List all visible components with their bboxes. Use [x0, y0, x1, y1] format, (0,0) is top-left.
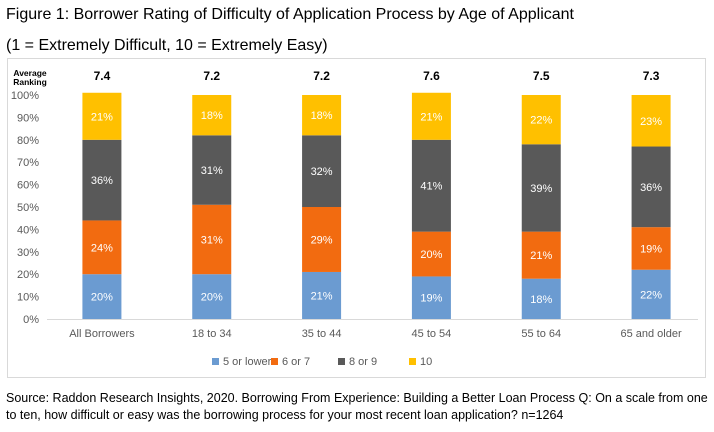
data-label: 22%	[530, 115, 552, 127]
data-label: 36%	[91, 175, 113, 187]
y-tick-label: 90%	[17, 112, 39, 124]
data-label: 21%	[530, 250, 552, 262]
x-tick-label: 18 to 34	[192, 328, 232, 340]
average-ranking-value: 7.4	[94, 69, 111, 83]
bar-segment	[631, 227, 671, 270]
bar-segment	[192, 135, 232, 205]
legend-swatch	[212, 358, 219, 365]
data-label: 32%	[311, 166, 333, 178]
legend-label: 8 or 9	[349, 356, 377, 368]
bar-segment	[521, 144, 561, 232]
x-tick-label: 55 to 64	[521, 328, 561, 340]
data-label: 23%	[640, 116, 662, 128]
data-label: 21%	[420, 111, 442, 123]
data-label: 29%	[311, 234, 333, 246]
y-tick-label: 30%	[17, 247, 39, 259]
bar-segment	[82, 139, 122, 221]
bar-segment	[192, 95, 232, 136]
chart-title: Figure 1: Borrower Rating of Difficulty …	[6, 6, 574, 23]
data-label: 39%	[530, 183, 552, 195]
data-label: 20%	[91, 292, 113, 304]
bar-segment	[521, 95, 561, 145]
x-tick-label: All Borrowers	[69, 328, 135, 340]
legend-label: 5 or lower	[223, 356, 272, 368]
chart-frame	[7, 58, 706, 378]
data-label: 41%	[420, 181, 442, 193]
bar-segment	[411, 139, 451, 232]
average-ranking-value: 7.2	[203, 69, 220, 83]
data-label: 18%	[530, 294, 552, 306]
legend-swatch	[338, 358, 345, 365]
average-ranking-value: 7.6	[423, 69, 440, 83]
data-label: 31%	[201, 234, 223, 246]
y-tick-label: 50%	[17, 202, 39, 214]
bar-segment	[521, 231, 561, 279]
y-tick-label: 20%	[17, 269, 39, 281]
data-label: 24%	[91, 242, 113, 254]
ranking-header-line2: Ranking	[13, 77, 47, 87]
bar-segment	[411, 92, 451, 140]
y-tick-label: 10%	[17, 292, 39, 304]
legend-swatch	[271, 358, 278, 365]
data-label: 21%	[91, 111, 113, 123]
bar-segment	[82, 220, 122, 275]
data-label: 31%	[201, 165, 223, 177]
source-note: Source: Raddon Research Insights, 2020. …	[6, 391, 708, 422]
y-tick-label: 0%	[23, 314, 39, 326]
data-label: 19%	[640, 243, 662, 255]
bar-segment	[302, 271, 342, 319]
x-tick-label: 35 to 44	[302, 328, 342, 340]
data-label: 18%	[311, 110, 333, 122]
data-label: 21%	[311, 290, 333, 302]
legend-label: 6 or 7	[282, 356, 310, 368]
bar-segment	[82, 92, 122, 140]
legend-swatch	[409, 358, 416, 365]
bar-segment	[192, 204, 232, 275]
bar-segment	[521, 278, 561, 319]
y-tick-label: 70%	[17, 157, 39, 169]
chart-subtitle: (1 = Extremely Difficult, 10 = Extremely…	[6, 37, 328, 54]
legend-label: 10	[420, 356, 432, 368]
average-ranking-value: 7.2	[313, 69, 330, 83]
data-label: 20%	[201, 292, 223, 304]
data-label: 22%	[640, 289, 662, 301]
bar-segment	[411, 231, 451, 277]
bar-segment	[302, 135, 342, 207]
average-ranking-value: 7.3	[643, 69, 660, 83]
data-label: 20%	[420, 249, 442, 261]
bar-segment	[631, 146, 671, 228]
bar-segment	[192, 274, 232, 319]
y-tick-label: 40%	[17, 224, 39, 236]
bar-segment	[631, 95, 671, 147]
x-tick-label: 45 to 54	[412, 328, 452, 340]
data-label: 36%	[640, 182, 662, 194]
data-label: 18%	[201, 110, 223, 122]
bar-segment	[302, 207, 342, 272]
average-ranking-value: 7.5	[533, 69, 550, 83]
y-tick-label: 60%	[17, 180, 39, 192]
y-tick-label: 80%	[17, 135, 39, 147]
x-tick-label: 65 and older	[620, 328, 681, 340]
bar-segment	[82, 274, 122, 319]
ranking-header-line1: Average	[13, 68, 47, 78]
data-label: 19%	[420, 293, 442, 305]
y-tick-label: 100%	[11, 90, 39, 102]
bar-segment	[631, 269, 671, 319]
bar-segment	[411, 276, 451, 319]
bar-segment	[302, 95, 342, 136]
